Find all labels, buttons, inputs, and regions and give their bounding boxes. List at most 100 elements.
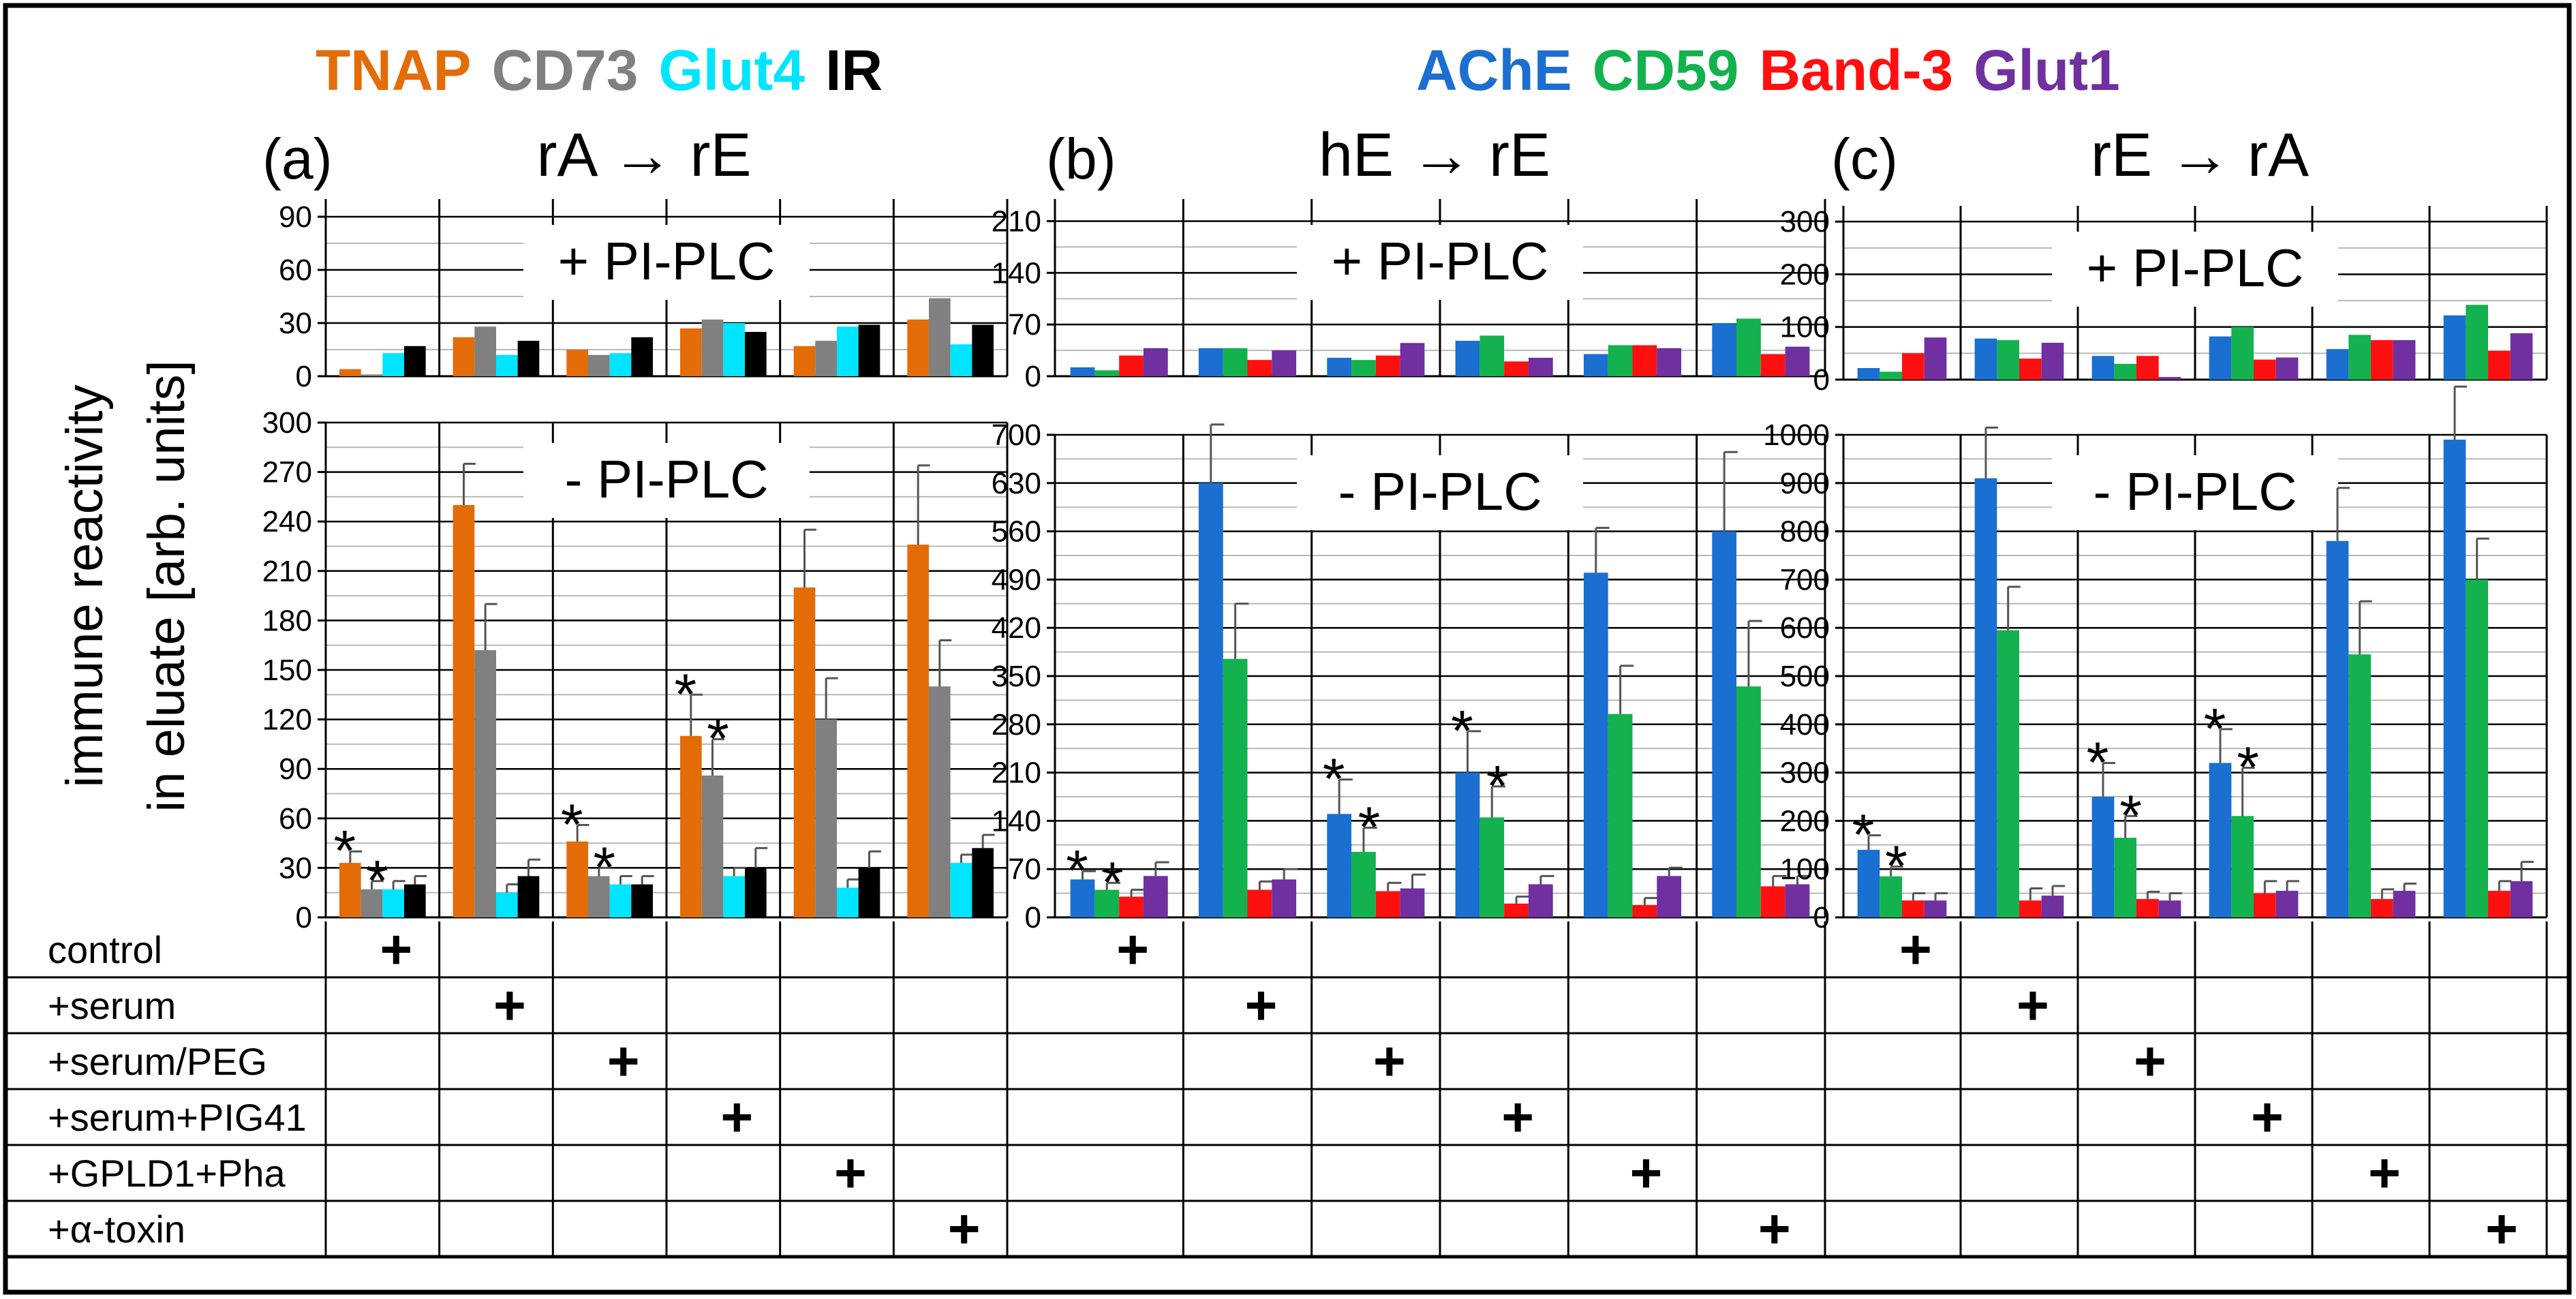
bar-band-3 bbox=[1760, 886, 1785, 917]
bar-glut1 bbox=[1528, 884, 1553, 917]
pi-plc-label: - PI-PLC bbox=[2093, 461, 2297, 521]
tick-label: 800 bbox=[1780, 515, 1830, 549]
y-axis-label-line2: in eluate [arb. units] bbox=[138, 360, 196, 812]
legend-item-glut1: Glut1 bbox=[1974, 38, 2120, 102]
tick-label: 60 bbox=[279, 254, 312, 287]
bar-glut1 bbox=[1272, 350, 1297, 376]
legend-item-cd59: CD59 bbox=[1593, 38, 1739, 102]
bar-cd59 bbox=[1736, 318, 1761, 376]
bar-ache bbox=[1974, 478, 1997, 917]
significance-star: * bbox=[1323, 747, 1345, 811]
significance-star: * bbox=[2204, 697, 2226, 761]
subplot-plus-pi-plc: 0 70 140 210 + PI-PLC bbox=[992, 199, 1826, 393]
bar-cd73 bbox=[929, 298, 951, 376]
subplot-plus-pi-plc: 0 30 60 90 + PI-PLC bbox=[279, 199, 1009, 393]
bar-cd73 bbox=[474, 650, 496, 917]
bar-ache bbox=[2326, 540, 2349, 917]
bar-ache bbox=[2209, 336, 2232, 380]
bar-glut1 bbox=[2041, 342, 2064, 380]
bar-ache bbox=[1327, 357, 1352, 376]
bar-band-3 bbox=[2136, 356, 2159, 380]
tick-label: 140 bbox=[992, 804, 1041, 838]
bar-ache bbox=[1712, 531, 1737, 917]
panel-title: rE → rA bbox=[2091, 121, 2309, 189]
bar-tnap bbox=[453, 337, 475, 376]
panel-2: (b) hE → rE 0 70 140 210 + PI-PLC 0 70 140 210 280 3… bbox=[992, 121, 1826, 934]
bar-ache bbox=[1070, 367, 1095, 376]
bar-ir bbox=[745, 868, 767, 917]
bar-band-3 bbox=[1760, 354, 1785, 376]
legend-item-ache: AChE bbox=[1416, 38, 1572, 102]
condition-plus-mark: + bbox=[2368, 1142, 2401, 1204]
bar-glut4 bbox=[950, 863, 972, 917]
significance-star: * bbox=[674, 662, 696, 726]
bar-glut1 bbox=[1924, 900, 1947, 917]
subplot-minus-pi-plc: 0 100 200 300 400 500 600 700 800 900 1000 - PI-PLC… bbox=[1763, 385, 2548, 934]
tick-label: 0 bbox=[296, 360, 312, 393]
bar-glut4 bbox=[382, 889, 404, 917]
tick-label: 400 bbox=[1780, 708, 1830, 742]
subplot-plus-pi-plc: 0 100 200 300 + PI-PLC bbox=[1780, 205, 2548, 397]
tick-label: 210 bbox=[262, 555, 312, 588]
bar-glut1 bbox=[2510, 881, 2533, 917]
tick-label: 560 bbox=[992, 515, 1041, 549]
legend-left: TNAP CD73 Glut4 IR bbox=[316, 38, 883, 102]
bar-band-3 bbox=[2254, 359, 2276, 380]
significance-star: * bbox=[561, 792, 583, 856]
bar-glut1 bbox=[2158, 377, 2181, 380]
tick-label: 30 bbox=[279, 851, 312, 885]
bar-band-3 bbox=[2488, 891, 2511, 917]
bar-band-3 bbox=[2371, 899, 2393, 917]
bar-ir bbox=[972, 848, 994, 917]
outer-frame bbox=[3, 3, 2572, 1295]
bar-tnap bbox=[566, 350, 588, 376]
bar-ache bbox=[1857, 368, 1880, 380]
bar-ache bbox=[2443, 315, 2466, 380]
bar-ir bbox=[631, 884, 653, 917]
condition-row-label: +serum/PEG bbox=[48, 1040, 267, 1083]
bar-cd73 bbox=[361, 374, 383, 376]
bar-band-3 bbox=[1902, 353, 1925, 380]
bar-band-3 bbox=[1247, 360, 1272, 376]
pi-plc-label-box bbox=[2052, 455, 2338, 530]
bar-glut4 bbox=[382, 353, 404, 376]
bar-cd59 bbox=[1094, 889, 1120, 917]
bar-tnap bbox=[793, 346, 816, 376]
pi-plc-label: + PI-PLC bbox=[1332, 231, 1549, 291]
bar-glut1 bbox=[2275, 891, 2299, 917]
bar-cd59 bbox=[1880, 876, 1902, 917]
bar-cd59 bbox=[2466, 579, 2488, 917]
panel-1: (a) rA → rE 0 30 60 90 + PI-PLC 0 30 60 90 120 150 18… bbox=[262, 121, 1009, 934]
significance-star: * bbox=[2119, 783, 2142, 847]
bar-ache bbox=[1070, 879, 1095, 917]
tick-label: 70 bbox=[1008, 308, 1041, 341]
tick-label: 0 bbox=[1025, 360, 1041, 393]
tick-label: 700 bbox=[1780, 563, 1830, 596]
panel-3: (c) rE → rA 0 100 200 300 + PI-PLC 0 100 200 300 40… bbox=[1763, 121, 2548, 934]
bar-glut1 bbox=[1785, 346, 1810, 376]
condition-plus-mark: + bbox=[2134, 1030, 2166, 1092]
tick-label: 280 bbox=[992, 708, 1041, 742]
condition-plus-mark: + bbox=[380, 919, 412, 981]
bar-cd59 bbox=[1351, 851, 1376, 917]
legend-item-glut4: Glut4 bbox=[658, 38, 805, 102]
tick-label: 490 bbox=[992, 563, 1041, 596]
tick-label: 120 bbox=[262, 703, 312, 737]
bar-glut1 bbox=[2275, 357, 2299, 380]
bar-ir bbox=[517, 876, 540, 917]
pi-plc-label: - PI-PLC bbox=[1338, 461, 1542, 521]
bar-glut4 bbox=[723, 876, 745, 917]
tick-label: 100 bbox=[1780, 311, 1830, 344]
condition-row-label: +α-toxin bbox=[48, 1208, 185, 1251]
bar-band-3 bbox=[2019, 900, 2042, 917]
bar-band-3 bbox=[2488, 350, 2511, 380]
bar-glut1 bbox=[2393, 340, 2416, 380]
bar-ache bbox=[1583, 572, 1608, 917]
condition-plus-mark: + bbox=[2485, 1198, 2518, 1260]
tick-label: 0 bbox=[1813, 901, 1830, 934]
significance-star: * bbox=[2087, 730, 2109, 794]
bar-ache bbox=[2209, 763, 2232, 917]
condition-plus-mark: + bbox=[1630, 1142, 1663, 1204]
pi-plc-label-box bbox=[523, 225, 810, 300]
